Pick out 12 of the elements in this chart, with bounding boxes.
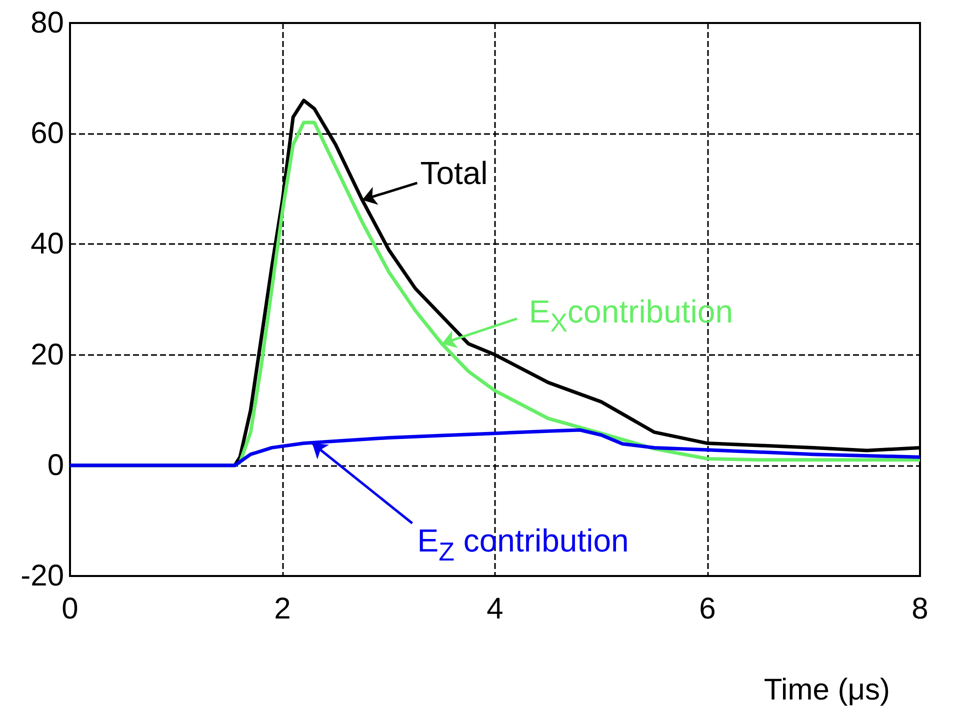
y-tick-label: 40 — [30, 228, 64, 261]
y-tick-label: 80 — [30, 6, 64, 40]
y-tick-label: -20 — [20, 560, 64, 592]
x-tick-label: 4 — [486, 592, 504, 626]
annotation: Total — [420, 154, 488, 191]
x-tick-label: 2 — [274, 592, 291, 626]
x-tick-label: 8 — [912, 592, 928, 626]
x-axis-title: Time (μs) — [764, 674, 890, 706]
y-tick-label: 20 — [30, 338, 64, 372]
y-tick-label: 60 — [30, 117, 64, 150]
x-tick-label: 6 — [699, 592, 716, 626]
y-tick-label: 0 — [47, 448, 64, 482]
